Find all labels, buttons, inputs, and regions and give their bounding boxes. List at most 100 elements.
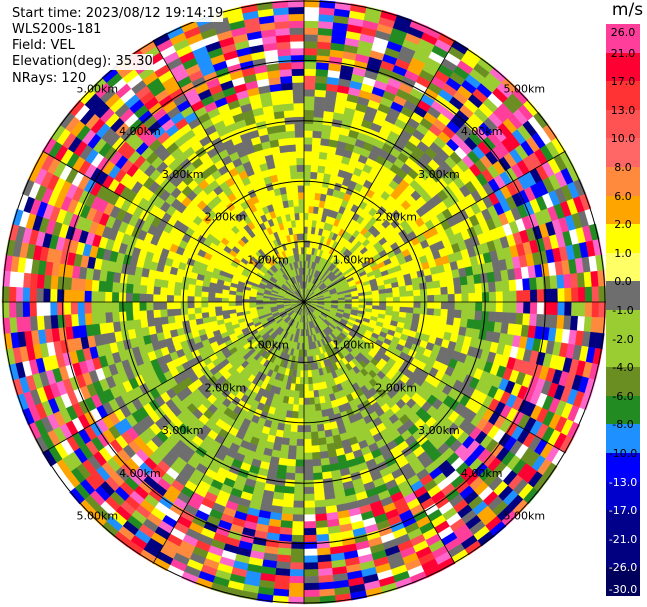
range-gate xyxy=(293,486,305,495)
range-gate xyxy=(282,492,295,501)
range-gate xyxy=(516,290,524,303)
range-gate xyxy=(576,316,586,332)
range-gate xyxy=(591,301,600,318)
range-gate xyxy=(502,291,511,303)
range-gate xyxy=(132,283,141,294)
range-gate xyxy=(15,301,24,318)
range-gate xyxy=(125,283,134,294)
range-gate xyxy=(467,283,476,294)
range-gate xyxy=(200,296,209,303)
range-gate xyxy=(392,306,401,313)
range-gate xyxy=(291,534,305,543)
range-gate xyxy=(303,418,311,426)
range-gate xyxy=(452,277,462,287)
range-gate xyxy=(439,279,448,288)
range-gate xyxy=(460,284,469,294)
range-gate xyxy=(309,178,318,187)
range-gate xyxy=(303,575,319,584)
range-gate xyxy=(303,47,318,56)
range-gate xyxy=(399,296,408,303)
range-gate xyxy=(315,410,323,419)
range-gate xyxy=(529,289,538,303)
range-gate xyxy=(447,285,456,295)
range-gate xyxy=(425,281,434,290)
range-gate xyxy=(22,301,31,317)
range-gate xyxy=(482,301,490,312)
range-gate xyxy=(399,301,408,308)
range-gate xyxy=(281,506,294,515)
range-gate xyxy=(312,383,319,391)
range-gate xyxy=(316,533,330,543)
range-gate xyxy=(433,287,442,296)
range-gate xyxy=(280,520,293,529)
range-gate xyxy=(317,561,333,570)
range-gate xyxy=(235,301,243,306)
range-gate xyxy=(208,311,217,318)
range-gate xyxy=(314,499,326,508)
range-gate xyxy=(139,318,149,328)
range-gate xyxy=(29,273,38,289)
range-gate xyxy=(406,301,415,308)
range-gate xyxy=(111,291,120,303)
range-gate xyxy=(309,185,317,193)
range-gate xyxy=(564,301,572,317)
range-gate xyxy=(167,280,176,289)
range-gate xyxy=(516,301,524,314)
range-gate xyxy=(313,103,326,112)
range-gate xyxy=(434,301,442,310)
range-gate xyxy=(413,289,421,297)
range-gate xyxy=(314,82,328,91)
range-gate xyxy=(228,297,236,303)
range-gate xyxy=(399,306,408,313)
range-gate xyxy=(315,527,329,536)
range-gate xyxy=(311,144,321,153)
range-gate xyxy=(200,301,209,308)
range-gate xyxy=(392,301,401,308)
range-gate xyxy=(303,61,317,70)
range-gate xyxy=(577,301,586,317)
range-gate xyxy=(290,555,305,564)
range-gate xyxy=(320,131,332,140)
range-gate xyxy=(529,313,538,327)
range-gate xyxy=(495,301,504,313)
range-gate xyxy=(279,450,289,460)
range-gate xyxy=(235,298,243,303)
range-gate xyxy=(50,275,59,290)
range-gate xyxy=(303,466,314,474)
range-gate xyxy=(379,301,387,307)
range-gate xyxy=(201,311,210,319)
range-gate xyxy=(314,513,328,522)
range-gate xyxy=(275,561,291,570)
range-gate xyxy=(63,314,73,328)
range-gate xyxy=(292,507,305,515)
range-gate xyxy=(303,123,314,131)
range-gate xyxy=(303,143,313,152)
range-gate xyxy=(310,438,320,447)
range-gate xyxy=(318,437,327,446)
range-gate xyxy=(159,286,168,296)
range-gate xyxy=(386,297,394,303)
range-gate xyxy=(63,276,73,290)
range-gate xyxy=(303,75,317,83)
range-gate xyxy=(200,291,209,298)
range-gate xyxy=(316,172,325,181)
range-gate xyxy=(535,276,545,290)
range-gate xyxy=(296,432,305,440)
range-gate xyxy=(515,312,524,326)
range-gate xyxy=(36,315,45,331)
range-gate xyxy=(290,417,299,426)
range-gate xyxy=(392,291,401,298)
range-gate xyxy=(427,301,435,310)
range-gate xyxy=(310,431,319,440)
range-gate xyxy=(293,493,305,502)
range-gate xyxy=(97,301,106,313)
range-gate xyxy=(77,289,85,303)
range-gate xyxy=(318,158,327,167)
range-gate xyxy=(303,569,319,577)
range-gate xyxy=(308,383,314,392)
range-gate xyxy=(70,277,79,291)
range-gate xyxy=(281,437,290,446)
range-gate xyxy=(84,312,93,326)
range-gate xyxy=(290,548,305,557)
range-gate xyxy=(466,318,475,330)
